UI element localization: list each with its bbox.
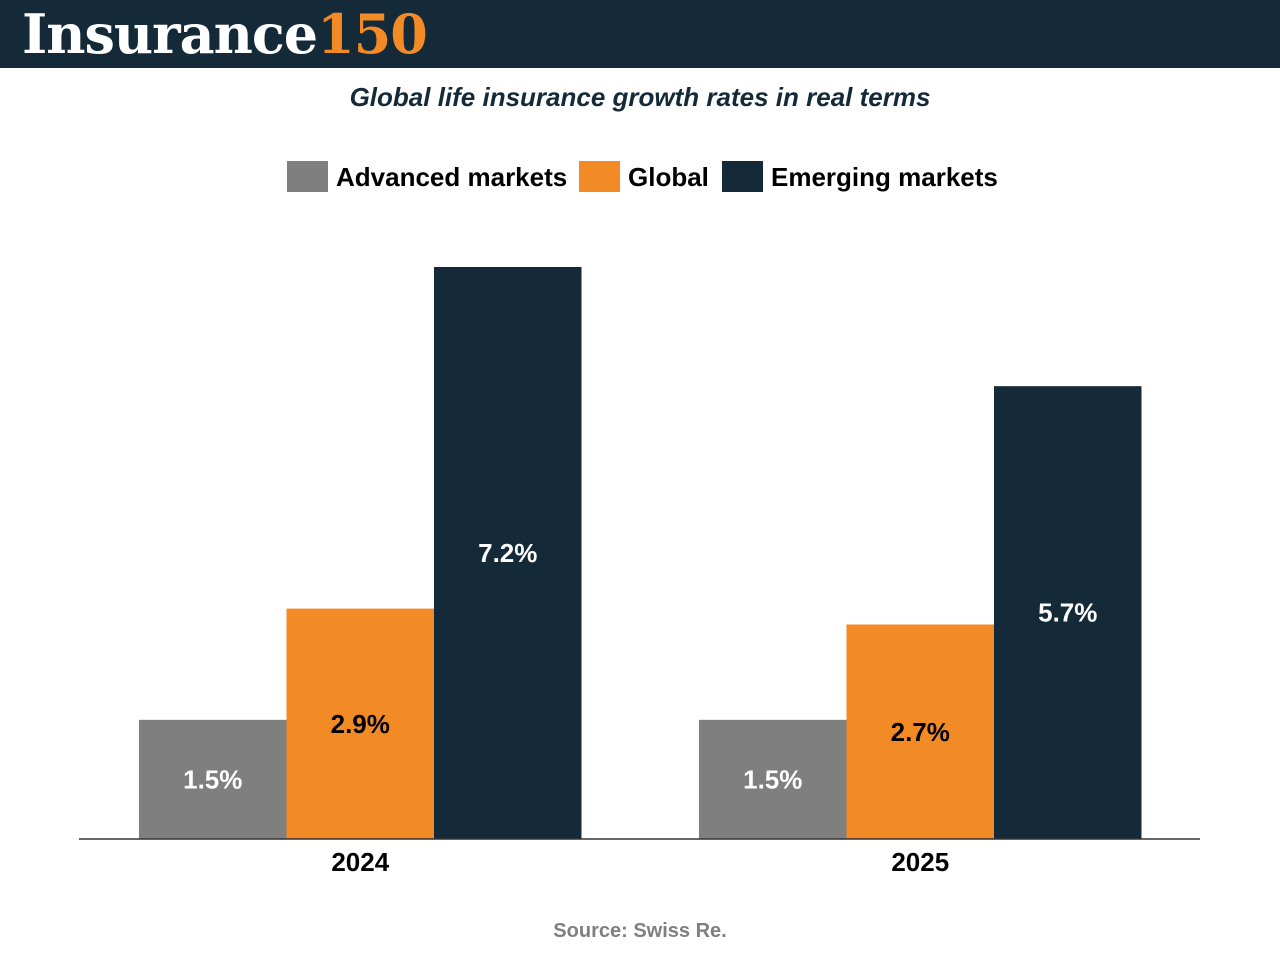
brand-number: 150 bbox=[317, 2, 428, 66]
bar-global-2024 bbox=[286, 608, 434, 839]
data-label: 5.7% bbox=[1038, 598, 1097, 628]
bar-advanced-markets-2024 bbox=[139, 719, 287, 839]
data-label: 1.5% bbox=[183, 764, 242, 794]
data-label: 7.2% bbox=[478, 538, 537, 568]
x-tick-label: 2024 bbox=[331, 847, 389, 877]
legend-label: Advanced markets bbox=[336, 162, 567, 192]
header-bar: Insurance150 bbox=[0, 0, 1280, 68]
legend-swatch bbox=[287, 161, 328, 192]
data-label: 2.7% bbox=[891, 717, 950, 747]
brand-logo: Insurance150 bbox=[22, 2, 428, 66]
brand-word: Insurance bbox=[22, 2, 318, 66]
x-tick-labels: 2024 2025 bbox=[331, 847, 949, 877]
bar-emerging-markets-2024 bbox=[434, 267, 582, 839]
bar-emerging-markets-2025 bbox=[994, 386, 1142, 839]
legend-swatch bbox=[579, 161, 620, 192]
source-note: Source: Swiss Re. bbox=[553, 920, 727, 942]
legend-label: Emerging markets bbox=[771, 162, 998, 192]
bar-global-2025 bbox=[846, 624, 994, 839]
legend-label: Global bbox=[628, 162, 709, 192]
bars: 1.5% 2.9% 7.2% 1.5% 2.7% 5.7% bbox=[139, 267, 1142, 839]
legend-swatch bbox=[722, 161, 763, 192]
chart-title: Global life insurance growth rates in re… bbox=[349, 82, 931, 112]
data-label: 2.9% bbox=[331, 709, 390, 739]
x-tick-label: 2025 bbox=[891, 847, 949, 877]
data-label: 1.5% bbox=[743, 764, 802, 794]
bar-advanced-markets-2025 bbox=[699, 719, 847, 839]
legend: Advanced markets Global Emerging markets bbox=[287, 161, 998, 192]
